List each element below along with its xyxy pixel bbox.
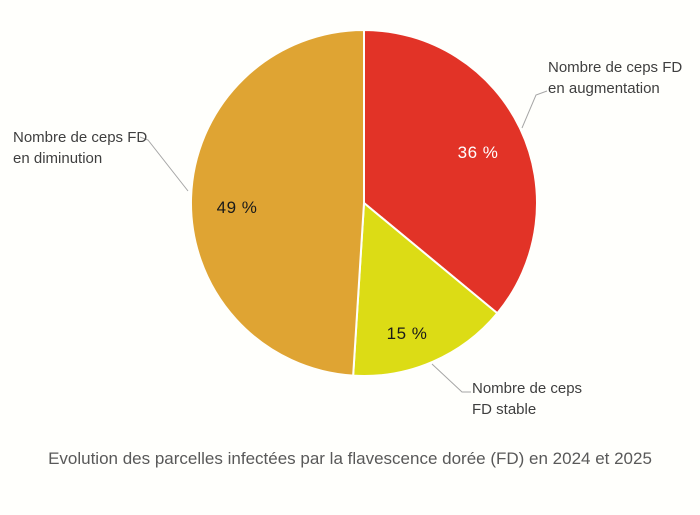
pie-value-stable: 15 %: [386, 324, 428, 343]
callout-label-stable-line2: FD stable: [472, 401, 537, 418]
callout-label-stable-line1: Nombre de ceps: [472, 380, 583, 397]
pie-value-diminution: 49 %: [216, 198, 258, 217]
pie-value-augmentation: 36 %: [457, 143, 499, 162]
pie-slice-2: [189, 29, 365, 377]
callout-label-diminution-line1: Nombre de ceps FD: [13, 129, 148, 146]
leader-line-diminution: [139, 136, 189, 192]
pie-slice-1: [352, 202, 499, 378]
chart-title: Evolution des parcelles infectées par la…: [48, 449, 652, 468]
callout-label-augmentation: Nombre de ceps FD en augmentation: [548, 57, 682, 99]
pie-slices-group: [189, 29, 538, 378]
callout-label-diminution: Nombre de ceps FD en diminution: [13, 127, 147, 169]
leader-lines-group: [139, 90, 548, 393]
leader-line-augmentation: [521, 90, 548, 129]
callout-label-augmentation-line1: Nombre de ceps FD: [548, 59, 683, 76]
callout-label-augmentation-line2: en augmentation: [548, 80, 660, 97]
callout-label-diminution-line2: en diminution: [13, 150, 103, 167]
pie-slice-0: [363, 29, 538, 315]
leader-line-stable: [431, 363, 471, 393]
callout-label-stable: Nombre de ceps FD stable: [472, 378, 582, 420]
